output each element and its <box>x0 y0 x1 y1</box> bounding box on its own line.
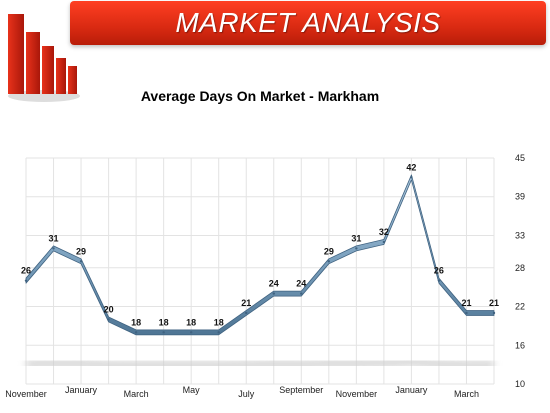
chart-title: Average Days On Market - Markham <box>140 88 380 104</box>
x-tick-label: September <box>279 385 323 395</box>
data-label: 31 <box>351 233 361 243</box>
data-point <box>382 240 386 244</box>
x-tick-label: January <box>395 385 428 395</box>
data-label: 29 <box>76 246 86 256</box>
x-tick-label: November <box>336 389 378 399</box>
data-point <box>79 260 83 263</box>
data-point <box>52 247 55 250</box>
y-tick-label: 33 <box>515 230 525 240</box>
data-label: 18 <box>131 317 141 327</box>
data-point <box>134 331 138 334</box>
bar-chart-logo-icon <box>8 14 80 102</box>
data-point <box>272 292 275 295</box>
data-label: 32 <box>379 227 389 237</box>
x-tick-label: March <box>454 389 479 399</box>
data-label: 24 <box>296 279 306 289</box>
data-label: 18 <box>186 317 196 327</box>
x-tick-label: July <box>238 389 255 399</box>
x-tick-label: March <box>124 389 149 399</box>
data-label: 18 <box>159 317 169 327</box>
data-label: 21 <box>461 298 471 308</box>
data-point <box>217 331 220 334</box>
y-tick-label: 45 <box>515 153 525 163</box>
header-banner: MARKET ANALYSIS <box>70 1 546 45</box>
series-line <box>25 174 495 336</box>
data-label: 21 <box>241 298 251 308</box>
data-label: 42 <box>406 162 416 172</box>
data-point <box>300 292 303 295</box>
series-shadow <box>25 356 494 371</box>
data-label: 20 <box>104 304 114 314</box>
data-point <box>465 311 468 315</box>
y-tick-label: 39 <box>515 192 525 202</box>
x-tick-label: November <box>5 389 47 399</box>
data-point <box>107 318 110 321</box>
data-point <box>162 331 165 334</box>
data-label: 18 <box>214 317 224 327</box>
data-point <box>437 279 441 282</box>
data-label: 26 <box>434 266 444 276</box>
data-point <box>355 247 358 250</box>
data-point <box>24 279 28 282</box>
x-tick-label: January <box>65 385 98 395</box>
data-point <box>245 311 248 315</box>
y-tick-label: 10 <box>515 379 525 389</box>
y-tick-label: 16 <box>515 340 525 350</box>
data-label: 21 <box>489 298 499 308</box>
data-label: 31 <box>49 233 59 243</box>
data-point <box>410 176 413 179</box>
data-point <box>327 260 331 263</box>
data-label: 26 <box>21 266 31 276</box>
data-point <box>189 331 193 334</box>
data-label: 29 <box>324 246 334 256</box>
y-tick-label: 28 <box>515 263 525 273</box>
y-tick-label: 22 <box>515 302 525 312</box>
data-point <box>492 311 496 315</box>
header-title: MARKET ANALYSIS <box>175 7 441 38</box>
data-label: 24 <box>269 279 279 289</box>
x-tick-label: May <box>183 385 201 395</box>
